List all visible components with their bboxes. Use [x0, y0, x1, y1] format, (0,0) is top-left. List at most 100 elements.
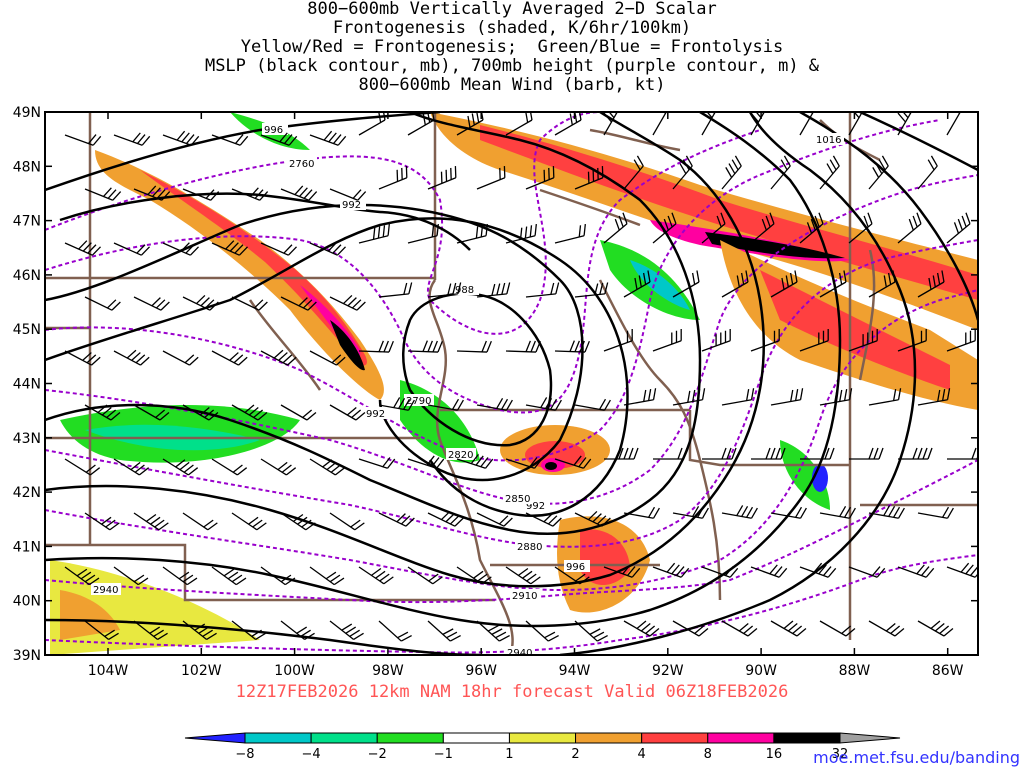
wind-barb — [721, 388, 755, 406]
wind-barb — [672, 270, 700, 298]
wind-barb — [133, 620, 168, 641]
wind-barb — [525, 282, 560, 298]
wind-barb — [947, 447, 978, 460]
wind-barb — [280, 296, 317, 311]
wind-barb — [407, 340, 443, 353]
colorbar-segment — [839, 732, 901, 744]
colorbar-label: 32 — [832, 747, 849, 762]
wind-barb — [182, 294, 219, 311]
height-label: 2940 — [93, 585, 118, 596]
wind-barb — [603, 112, 620, 136]
title-line-2: Frontogenesis (shaded, K/6hr/100km) — [332, 18, 692, 38]
wind-barb — [917, 506, 954, 519]
wind-barb — [800, 447, 835, 460]
wind-barb — [917, 620, 954, 637]
wind-barb — [309, 458, 346, 476]
wind-barb — [309, 350, 346, 366]
wind-barb — [476, 398, 513, 411]
wind-barb — [309, 130, 347, 146]
mslp-label: 996 — [264, 125, 283, 136]
wind-barb — [378, 282, 413, 298]
wind-barb — [848, 566, 886, 578]
wind-barb — [868, 620, 905, 637]
wind-barb — [897, 112, 914, 136]
wind-barb — [260, 349, 297, 366]
wind-barb — [623, 506, 660, 519]
lon-label: 86W — [932, 663, 964, 679]
lat-label: 40N — [13, 594, 41, 610]
wind-barb — [84, 187, 122, 201]
wind-barb — [819, 620, 856, 637]
wind-barb — [819, 506, 856, 519]
wind-barb — [456, 454, 494, 469]
lat-label: 39N — [13, 648, 41, 664]
wind-barb — [407, 224, 439, 244]
height-label: 2790 — [406, 396, 431, 407]
wind-barb — [770, 620, 807, 637]
colorbar: −8 −4 −2 −1 1 2 4 8 16 32 — [184, 732, 901, 762]
mslp-contours — [45, 112, 978, 655]
colorbar-label: 4 — [638, 747, 646, 762]
wind-barb — [917, 388, 951, 406]
colorbar-label: −2 — [368, 747, 387, 762]
wind-barb — [162, 242, 200, 256]
lat-label: 48N — [13, 159, 41, 175]
wind-barb — [182, 404, 219, 421]
wind-barb — [751, 447, 786, 460]
frontolysis-shading — [60, 112, 830, 510]
wind-barb — [133, 404, 170, 421]
wind-barb — [260, 132, 298, 146]
lat-label: 41N — [13, 539, 41, 555]
title-line-3: Yellow/Red = Frontogenesis; Green/Blue =… — [240, 37, 784, 57]
wind-barb — [231, 404, 268, 421]
wind-barb — [427, 282, 462, 298]
wind-barb — [525, 166, 555, 190]
wind-barb — [456, 340, 492, 353]
colorbar-segment — [184, 732, 246, 744]
wind-barb — [505, 340, 541, 353]
wind-barb — [898, 447, 933, 460]
wind-barb — [897, 329, 927, 352]
lat-label: 49N — [13, 105, 41, 121]
wind-barb — [378, 620, 412, 642]
wind-barb — [84, 512, 120, 531]
wind-barb — [672, 388, 706, 406]
wind-barb — [750, 329, 780, 352]
wind-barb — [162, 130, 200, 146]
colorbar-label: −1 — [434, 747, 453, 762]
colorbar-segment — [773, 732, 841, 744]
wind-barb — [476, 166, 506, 190]
wind-barb — [604, 447, 639, 460]
mslp-label: 992 — [366, 409, 385, 420]
wind-barb — [848, 212, 873, 244]
wind-barb — [427, 510, 464, 527]
wind-barb — [770, 388, 804, 406]
wind-barb — [280, 512, 316, 531]
colorbar-label: 1 — [505, 747, 513, 762]
wind-barb — [427, 398, 464, 411]
wind-barb — [358, 457, 396, 469]
height-label: 2820 — [448, 450, 473, 461]
colorbar-segment — [310, 732, 378, 744]
wind-barb — [133, 512, 169, 531]
wind-barb — [623, 270, 651, 298]
wind-barb — [672, 620, 709, 637]
wind-barb — [672, 155, 693, 190]
wind-barb — [799, 212, 824, 244]
wind-barb — [329, 404, 366, 421]
wind-barb — [407, 455, 445, 469]
wind-barb — [407, 112, 435, 136]
wind-barb — [554, 566, 590, 585]
colorbar-segment — [442, 732, 510, 744]
title-line-1: 800−600mb Vertically Averaged 2−D Scalar — [307, 0, 717, 19]
wind-barb — [329, 620, 364, 641]
wind-barb — [378, 512, 415, 527]
wind-barb — [358, 566, 394, 585]
wind-barb — [113, 566, 149, 586]
wind-barb — [603, 564, 641, 578]
colorbar-segment — [641, 732, 709, 744]
wind-barb — [211, 134, 249, 146]
wind-barb — [182, 188, 220, 201]
wind-barb — [64, 350, 101, 366]
